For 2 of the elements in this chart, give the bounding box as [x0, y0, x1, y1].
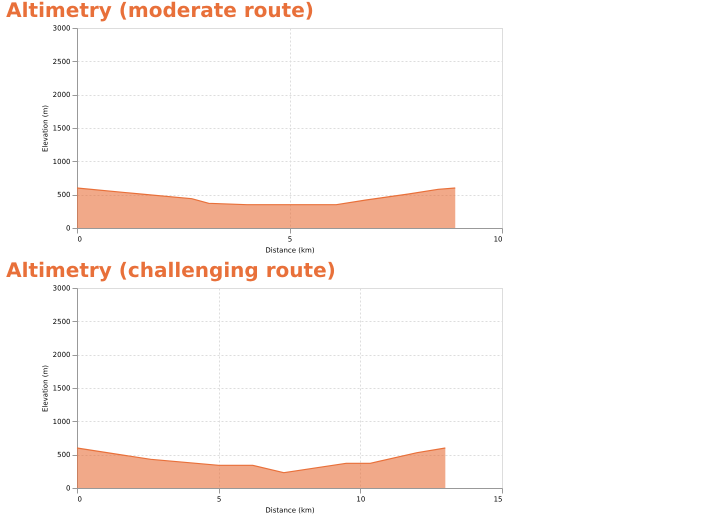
- chart-title: Altimetry (challenging route): [6, 258, 336, 282]
- chart-title: Altimetry (moderate route): [6, 0, 314, 22]
